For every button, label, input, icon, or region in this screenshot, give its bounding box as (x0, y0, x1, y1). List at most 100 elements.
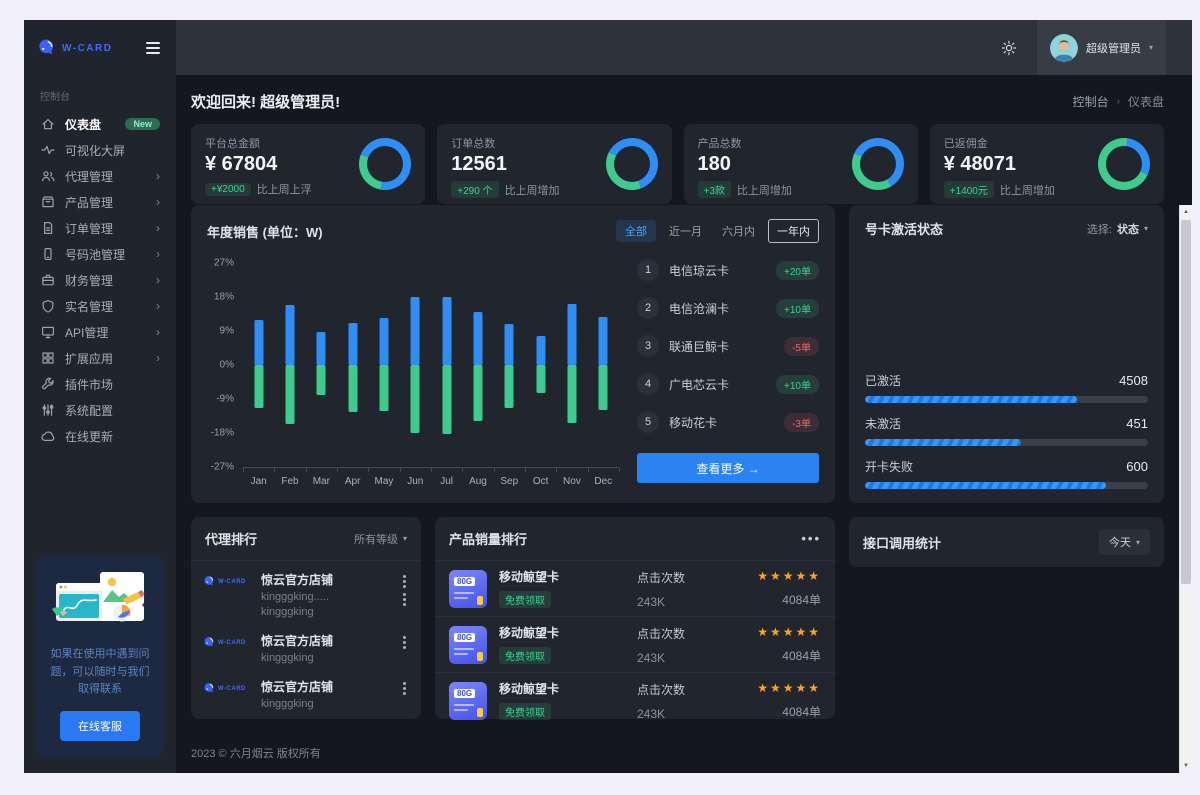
bar-positive (254, 319, 264, 365)
sidebar-item-orders[interactable]: 订单管理 › (24, 215, 176, 241)
axis-tick (305, 468, 307, 472)
sidebar-item-products[interactable]: 产品管理 › (24, 189, 176, 215)
sidebar-item-extensions[interactable]: 扩展应用 › (24, 345, 176, 371)
bar-positive (504, 324, 514, 365)
kebab-menu-icon[interactable] (400, 636, 409, 649)
stat-label: 产品总数 (697, 138, 742, 150)
sidebar-item-dashboard[interactable]: 仪表盘 New (24, 111, 176, 137)
sidebar-item-label: 实名管理 (65, 299, 114, 314)
free-badge: 免费领取 (499, 647, 551, 664)
support-card: 如果在使用中遇到问题，可以随时与我们取得联系 在线客服 (36, 555, 164, 757)
briefcase-icon (40, 272, 56, 288)
x-tick-label: Aug (469, 476, 487, 487)
sidebar-item-realname[interactable]: 实名管理 › (24, 293, 176, 319)
api-period-select[interactable]: 今天 ▾ (1098, 529, 1150, 555)
x-tick-label: Sep (500, 476, 519, 487)
bar-negative (316, 365, 326, 396)
status-select[interactable]: 选择: 状态 ▾ (1087, 221, 1148, 237)
user-menu[interactable]: 超级管理员 ▾ (1036, 20, 1166, 75)
rank-delta-badge: +10单 (776, 298, 819, 318)
sidebar-item-online-update[interactable]: 在线更新 (24, 423, 176, 449)
bar-negative (410, 365, 420, 433)
axis-tick (431, 468, 432, 472)
stat-card-1: 平台总金额 ¥ 67804 +¥2000 比上周上浮 (191, 124, 426, 204)
scroll-up-icon[interactable]: ▲ (1183, 209, 1189, 215)
activation-bar-group: 未激活 451 (865, 415, 1148, 446)
clicks-label: 点击次数 (637, 570, 686, 585)
sidebar-item-plugin-market[interactable]: 插件市场 (24, 371, 176, 397)
chevron-right-icon: › (156, 325, 160, 339)
user-name: 超级管理员 (1085, 42, 1141, 55)
kebab-menu-icon[interactable] (400, 593, 409, 606)
sidebar-item-big-screen[interactable]: 可视化大屏 (24, 137, 176, 163)
activation-value: 4508 (1119, 373, 1148, 388)
clicks-value: 243K (637, 650, 666, 665)
free-badge: 免费领取 (499, 703, 551, 720)
sales-filter[interactable]: 近一月 (669, 226, 702, 238)
activation-bar-group: 已激活 4508 (865, 372, 1148, 403)
rank-delta-badge: +10单 (776, 374, 819, 394)
activation-label: 开卡失败 (865, 460, 914, 474)
breadcrumb-home[interactable]: 控制台 (1072, 95, 1109, 109)
product-row: 80G 移动鲸望卡 免费领取 点击次数 243K ★★★★★ 4084单 (435, 561, 835, 616)
product-rows: 80G 移动鲸望卡 免费领取 点击次数 243K ★★★★★ 4084单 80G 移动鲸望卡 免费… (435, 561, 835, 728)
rank-name: 广电芯云卡 (669, 377, 730, 392)
bar-negative (379, 365, 389, 412)
chevron-right-icon: › (156, 221, 160, 235)
support-illustration (50, 569, 150, 631)
more-options-icon[interactable]: ••• (801, 530, 821, 546)
scroll-down-icon[interactable]: ▼ (1180, 759, 1192, 773)
chart-y-axis: 27% 18% 9% 0% -9% -18% -27% (207, 258, 243, 473)
sales-filter[interactable]: 六月内 (722, 226, 755, 238)
agent-level-select[interactable]: 所有等级 ▾ (354, 531, 407, 547)
star-rating: ★★★★★ (757, 681, 821, 695)
agent-subtitle: kingggking (261, 698, 314, 710)
sidebar-item-label: 系统配置 (65, 403, 114, 418)
axis-tick (493, 468, 495, 472)
new-badge: New (125, 118, 160, 130)
sidebar-item-api[interactable]: API管理 › (24, 319, 176, 345)
sales-filter[interactable]: 一年内 (768, 219, 819, 243)
annual-sales-title: 年度销售 (单位：W) (207, 224, 323, 240)
scroll-region: 年度销售 (单位：W) 全部 近一月 六月内 一年内 27% 18% 9% 0% -9% -18… (176, 205, 1192, 773)
menu-toggle-icon[interactable] (143, 39, 163, 57)
rank-name: 移动花卡 (669, 415, 718, 430)
stat-card-2: 订单总数 12561 +290 个比上周增加 (437, 124, 672, 204)
bar-negative (285, 365, 295, 424)
axis-tick (525, 468, 526, 472)
activation-bar-group: 开卡失败 600 (865, 458, 1148, 489)
y-tick-label: 0% (219, 359, 234, 371)
y-tick-label: -18% (210, 427, 234, 439)
app-logo[interactable]: W-CARD (37, 38, 112, 58)
product-thumbnail: 80G (449, 681, 487, 720)
online-support-button[interactable]: 在线客服 (60, 711, 140, 741)
bar-positive (410, 297, 420, 365)
sidebar-item-label: 号码池管理 (65, 247, 126, 262)
agent-shop-logo: W-CARD (203, 632, 253, 649)
sidebar: W-CARD 控制台 仪表盘 New 可视化大屏 代理管理 › 产品管理 › 订单管理 › 号码池… (24, 20, 176, 773)
cloud-icon (40, 428, 56, 444)
view-more-button[interactable]: 查看更多 → (637, 453, 819, 483)
product-row: 80G 移动鲸望卡 免费领取 点击次数 243K ★★★★★ 4084单 (435, 672, 835, 728)
sidebar-item-agents[interactable]: 代理管理 › (24, 163, 176, 189)
progress-fill (865, 439, 1021, 446)
vertical-scrollbar[interactable]: ▲ ▼ (1179, 205, 1192, 773)
scrollbar-thumb[interactable] (1181, 220, 1191, 584)
bar-negative (254, 365, 264, 409)
product-thumbnail: 80G (449, 625, 487, 664)
sidebar-item-number-pool[interactable]: 号码池管理 › (24, 241, 176, 267)
kebab-menu-icon[interactable] (400, 682, 409, 695)
sidebar-item-label: 财务管理 (65, 273, 114, 288)
agent-subtitle: kingggking (261, 606, 314, 618)
theme-toggle-icon[interactable] (1001, 40, 1017, 56)
sales-filter[interactable]: 全部 (616, 220, 656, 242)
agent-row: W-CARD 惊云官方店铺 kingggking..... kingggking (191, 561, 421, 622)
rank-item: 3 联通巨鲸卡 -5单 (637, 327, 819, 365)
bar-positive (442, 297, 452, 365)
sidebar-item-finance[interactable]: 财务管理 › (24, 267, 176, 293)
sidebar-item-system-config[interactable]: 系统配置 (24, 397, 176, 423)
kebab-menu-icon[interactable] (400, 575, 409, 588)
wrench-icon (40, 376, 56, 392)
rank-name: 电信琼云卡 (669, 263, 730, 278)
